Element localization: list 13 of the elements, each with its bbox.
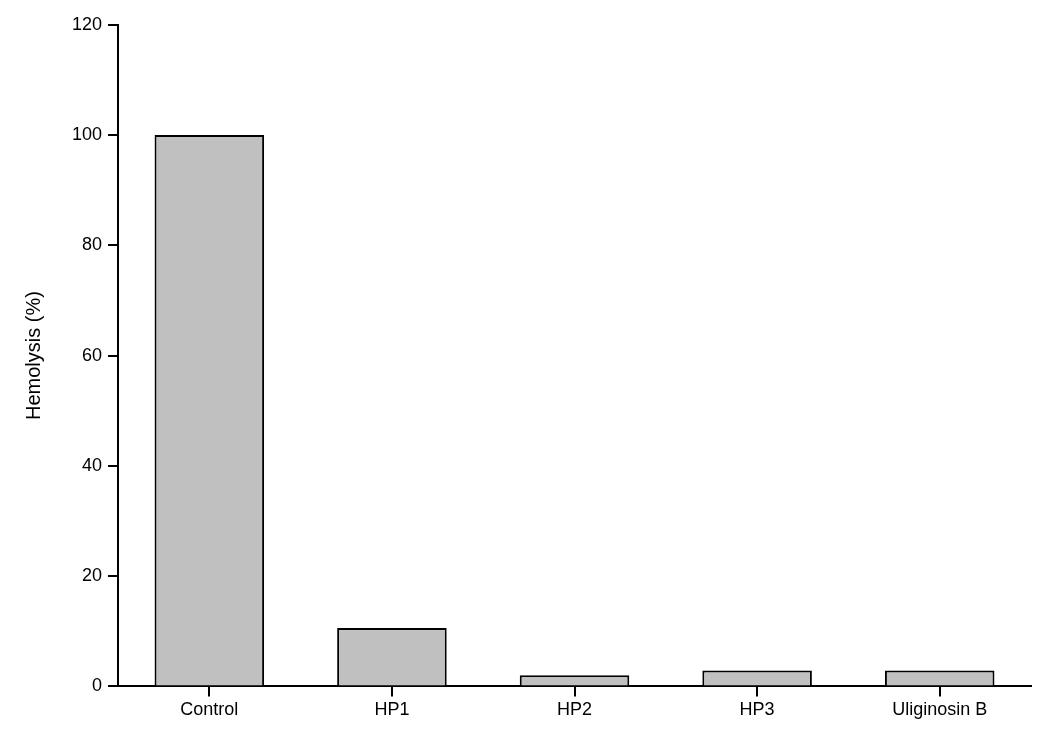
- y-tick-label: 120: [71, 13, 103, 34]
- y-tick-label: 60: [82, 344, 103, 365]
- y-tick-label: 0: [92, 675, 103, 696]
- x-tick-label: HP2: [557, 699, 593, 720]
- x-tick-label: Control: [180, 699, 239, 720]
- x-tick-label: HP1: [374, 699, 410, 720]
- x-tick-label: HP3: [739, 699, 775, 720]
- y-tick-label: 20: [82, 565, 103, 586]
- y-tick-label: 40: [82, 454, 103, 475]
- x-tick-label: Uliginosin B: [892, 699, 988, 720]
- y-tick-label: 100: [71, 124, 103, 145]
- y-axis-title: Hemolysis (%): [21, 291, 44, 421]
- y-tick-label: 80: [82, 234, 103, 255]
